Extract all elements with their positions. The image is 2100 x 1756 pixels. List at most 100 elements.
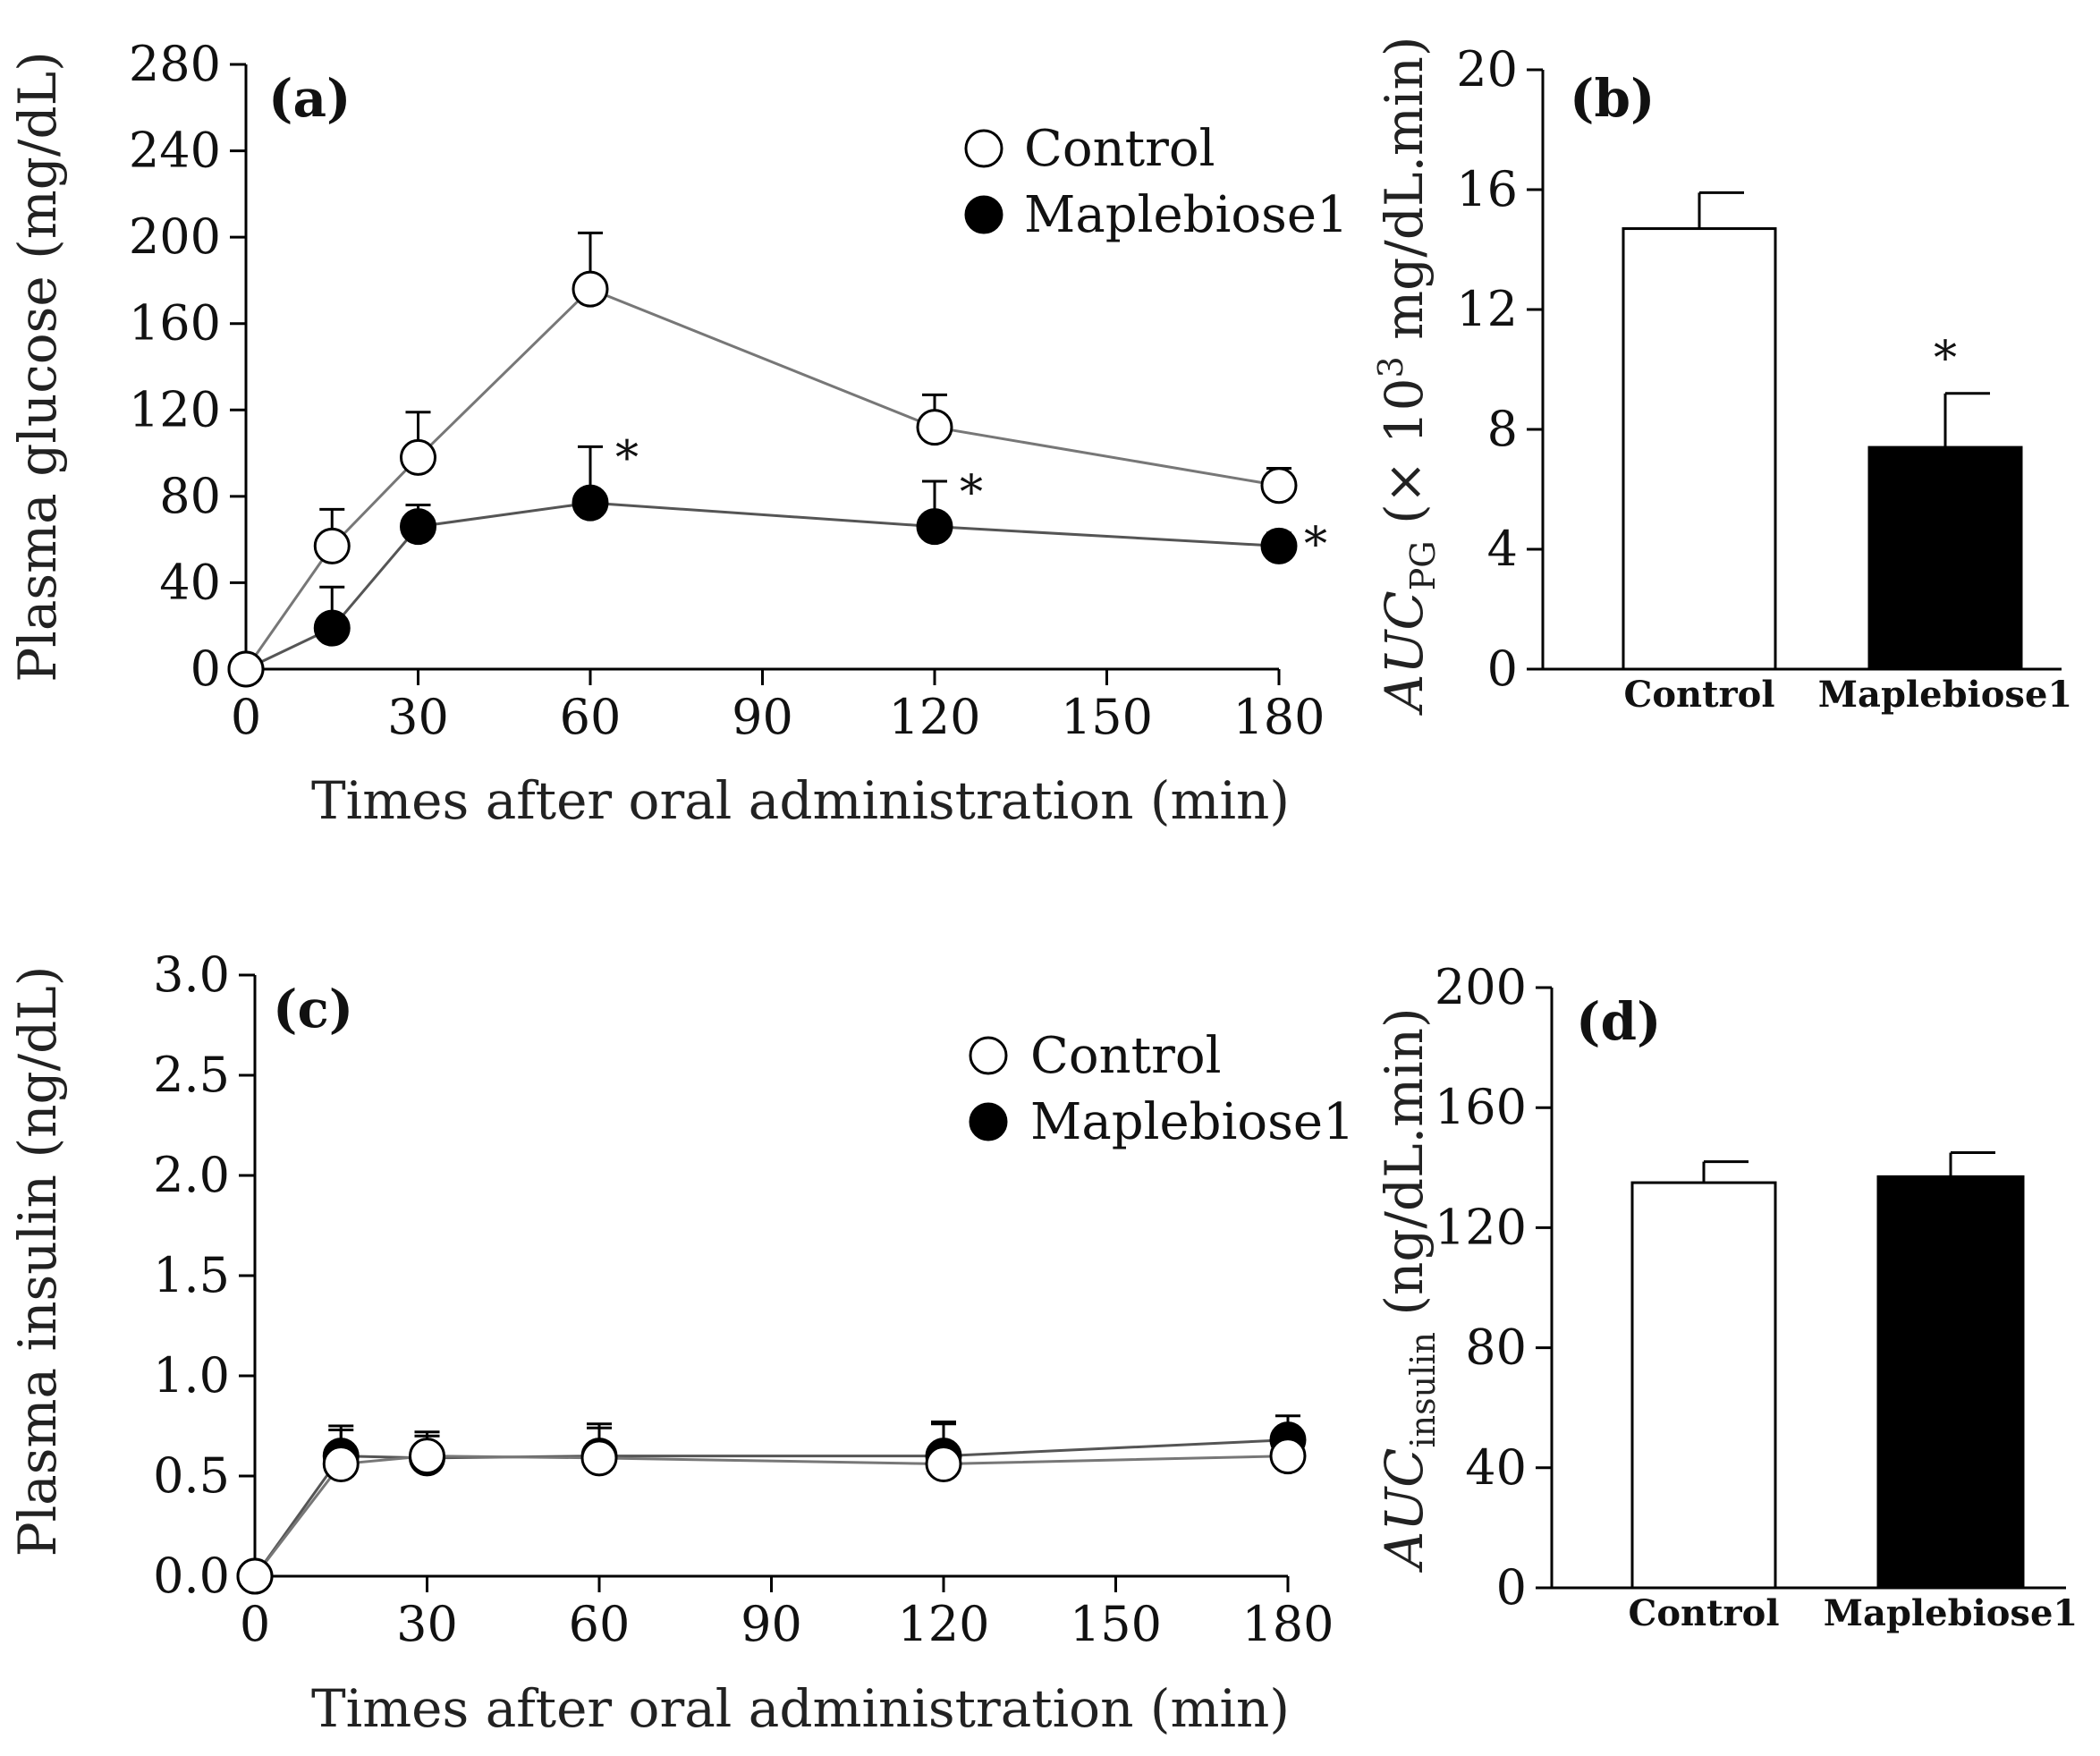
- panel-a-significance-star: *: [1304, 518, 1327, 572]
- panel-c-y-tick-label: 3.0: [153, 946, 230, 1003]
- panel-d-y-tick-label: 40: [1465, 1439, 1527, 1496]
- panel-c-y-tick-label: 0.0: [153, 1548, 230, 1604]
- panel-a-legend-maplebiose1-label: Maplebiose1: [1024, 186, 1349, 244]
- panel-d-category-label-control: Control: [1628, 1592, 1779, 1634]
- panel-a-legend-maplebiose1-marker: [964, 195, 1003, 234]
- panel-b-y-tick-label: 12: [1456, 281, 1518, 337]
- panel-a-significance-star: *: [615, 431, 639, 485]
- panel-a-y-tick-label: 0: [191, 640, 221, 697]
- panel-c-y-tick-label: 2.0: [153, 1147, 230, 1203]
- panel-a-point-control: [916, 409, 953, 446]
- panel-c-x-tick-label: 90: [741, 1596, 802, 1652]
- panel-c-legend-control-label: Control: [1030, 1027, 1222, 1085]
- panel-d-insulin-auc-bar-chart: 0 40 80 120 160 200 (d) AUCinsulin (ng/dL.min…: [1374, 959, 2078, 1634]
- panel-c-point-control: [322, 1446, 360, 1483]
- panel-a-y-tick-label: 240: [129, 123, 221, 179]
- panel-c-point-control: [409, 1438, 445, 1475]
- panel-d-y-tick-label: 0: [1496, 1559, 1527, 1616]
- panel-c-y-tick-label: 1.5: [153, 1247, 230, 1303]
- panel-c-x-tick-label: 60: [569, 1596, 631, 1652]
- panel-c-legend-maplebiose1-label: Maplebiose1: [1030, 1093, 1355, 1151]
- panel-d-y-tick-label: 160: [1435, 1079, 1527, 1135]
- panel-a-y-tick-label: 120: [129, 381, 221, 437]
- panel-d-bar-maplebiose1: [1876, 1175, 2025, 1590]
- panel-b-category-label-control: Control: [1623, 674, 1774, 716]
- panel-a-x-tick-label: 60: [560, 689, 622, 745]
- panel-a-y-axis-title: Plasma glucose (mg/dL): [7, 51, 68, 682]
- panel-b-significance-star: *: [1934, 332, 1957, 386]
- panel-c-x-tick-label: 120: [897, 1596, 989, 1652]
- panel-c-label: (c): [273, 979, 353, 1039]
- panel-b-y-tick-label: 8: [1487, 401, 1518, 457]
- panel-c-point-control: [236, 1557, 274, 1595]
- panel-a-x-tick-label: 0: [231, 689, 261, 745]
- panel-a-point-control: [227, 650, 265, 688]
- panel-b-category-label-maplebiose1: Maplebiose1: [1818, 674, 2072, 716]
- panel-a-series-line-control: [244, 287, 1280, 670]
- panel-d-y-axis-title: AUCinsulin (ng/dL.min): [1374, 1007, 1443, 1573]
- panel-b-y-tick-label: 4: [1487, 521, 1518, 577]
- panel-a-point-maplebiose1: [400, 508, 436, 546]
- panel-b-bar-maplebiose1: [1867, 445, 2023, 671]
- panel-b-y-title-pre: (× 10: [1374, 377, 1435, 540]
- panel-a-point-control: [572, 270, 609, 308]
- panel-a-y-tick-label: 200: [129, 208, 221, 265]
- panel-d-y-tick-label: 200: [1435, 959, 1527, 1015]
- panel-a-legend-control-label: Control: [1024, 120, 1215, 178]
- panel-c-y-tick-label: 0.5: [153, 1447, 230, 1504]
- panel-d-category-label-maplebiose1: Maplebiose1: [1824, 1592, 2078, 1634]
- panel-b-bar-control: [1622, 227, 1777, 671]
- panel-c-point-control: [580, 1439, 618, 1477]
- panel-a-x-tick-label: 30: [387, 689, 449, 745]
- panel-b-y-tick-label: 20: [1456, 41, 1518, 98]
- panel-c-legend-maplebiose1-marker: [969, 1102, 1008, 1141]
- panel-a-x-tick-label: 90: [732, 689, 793, 745]
- panel-d-label: (d): [1576, 991, 1661, 1052]
- panel-c-x-tick-label: 0: [240, 1596, 270, 1652]
- panel-c-insulin-line-chart: 0.0 0.5 1.0 1.5 2.0 2.5 3.0 0 30 60 90 120 150 180 (…: [7, 946, 1355, 1739]
- panel-d-y-tick-label: 80: [1465, 1319, 1527, 1376]
- panel-a-x-tick-label: 150: [1061, 689, 1153, 745]
- panel-a-legend: Control Maplebiose1: [964, 120, 1349, 244]
- panel-b-y-title-main: AUC: [1374, 590, 1435, 716]
- panel-b-y-title-sup: 3: [1371, 356, 1410, 377]
- panel-a-point-control: [313, 527, 351, 564]
- panel-c-x-tick-label: 30: [396, 1596, 458, 1652]
- panel-c-y-tick-label: 2.5: [153, 1047, 230, 1103]
- panel-b-y-axis-title: AUCPG (× 103 mg/dL.min): [1371, 37, 1443, 717]
- panel-d-y-title-rest: (ng/dL.min): [1374, 1007, 1435, 1332]
- panel-a-point-maplebiose1: [313, 609, 351, 647]
- panel-b-y-title-post: mg/dL.min): [1374, 37, 1435, 357]
- panel-b-y-tick-label: 0: [1487, 640, 1518, 697]
- panel-d-y-tick-label: 120: [1435, 1199, 1527, 1255]
- panel-c-y-axis-title: Plasma insulin (ng/dL): [7, 966, 68, 1557]
- panel-a-legend-control-marker: [964, 129, 1003, 168]
- panel-d-y-title-main: AUC: [1374, 1447, 1435, 1573]
- panel-c-point-control: [1269, 1438, 1307, 1475]
- panel-c-legend-control-marker: [969, 1036, 1008, 1075]
- panel-a-x-tick-label: 120: [888, 689, 980, 745]
- panel-b-y-title-sub: PG: [1403, 540, 1443, 590]
- panel-c-point-control: [925, 1446, 962, 1483]
- panel-c-y-tick-label: 1.0: [153, 1347, 230, 1404]
- panel-b-glucose-auc-bar-chart: 0 4 8 12 16 20 (b) AUCPG (× 103 mg/dL.min) Co…: [1371, 37, 2072, 717]
- panel-a-x-tick-label: 180: [1232, 689, 1325, 745]
- panel-a-x-axis-title: Times after oral administration (min): [311, 770, 1290, 831]
- panel-a-point-control: [400, 438, 436, 476]
- panel-a-point-maplebiose1: [572, 484, 609, 522]
- panel-c-x-axis-title: Times after oral administration (min): [311, 1678, 1290, 1739]
- panel-a-glucose-line-chart: 0 40 80 120 160 200 240 280 0 30 60 90 120 150 180 (a…: [7, 36, 1349, 831]
- panel-a-y-tick-label: 280: [129, 36, 221, 92]
- panel-a-label: (a): [268, 68, 351, 129]
- panel-a-significance-star: *: [960, 466, 983, 520]
- panel-a-y-tick-label: 160: [129, 295, 221, 352]
- panel-c-legend: Control Maplebiose1: [969, 1027, 1355, 1151]
- panel-a-point-maplebiose1: [1260, 527, 1298, 564]
- panel-c-x-tick-label: 150: [1070, 1596, 1162, 1652]
- panel-a-point-maplebiose1: [916, 508, 953, 546]
- panel-c-x-tick-label: 180: [1241, 1596, 1334, 1652]
- panel-d-bar-control: [1630, 1181, 1777, 1590]
- panel-d-y-title-sub: insulin: [1403, 1332, 1443, 1447]
- panel-b-label: (b): [1570, 68, 1655, 129]
